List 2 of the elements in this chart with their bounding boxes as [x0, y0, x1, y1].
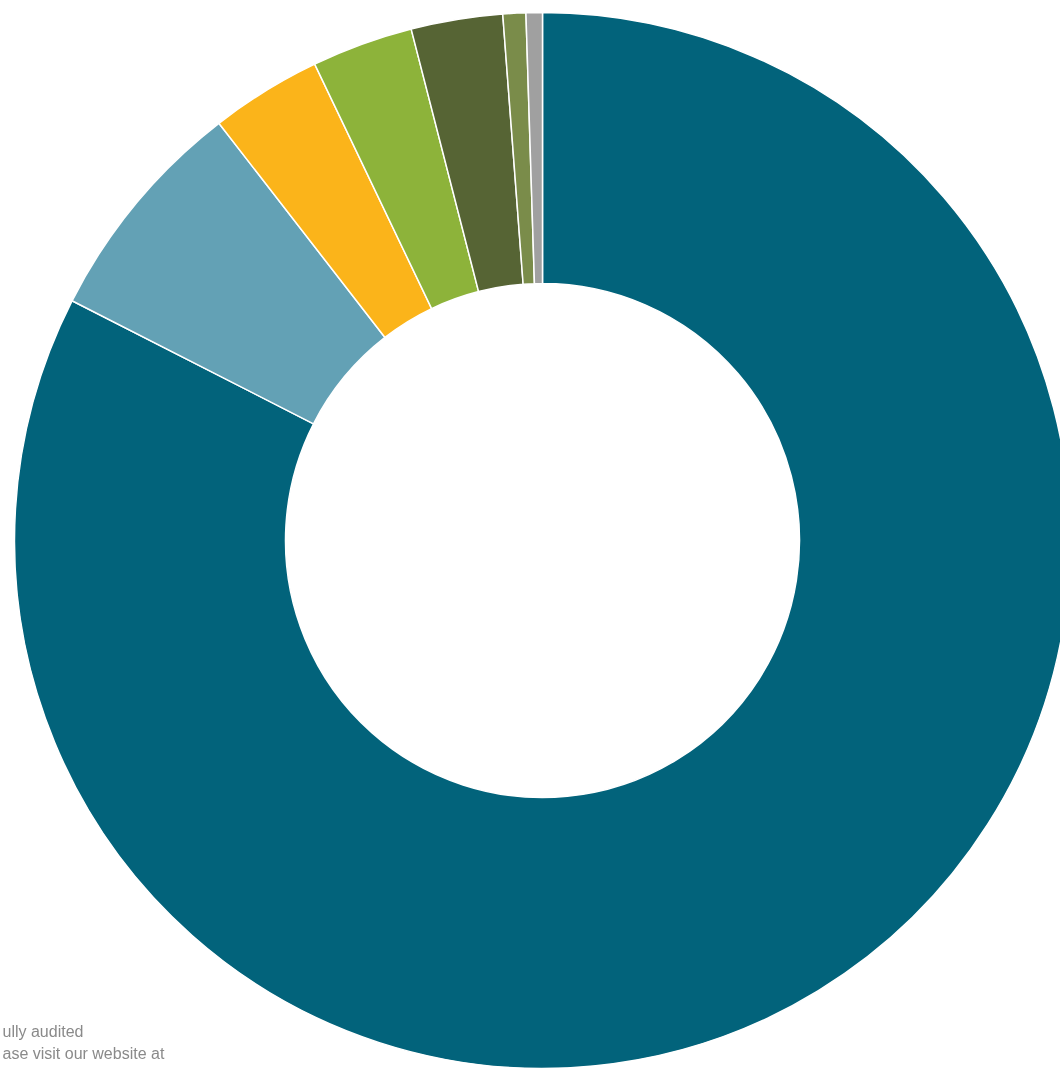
text: ully audited: [2, 1022, 84, 1040]
text: ase visit our website at: [2, 1044, 165, 1062]
